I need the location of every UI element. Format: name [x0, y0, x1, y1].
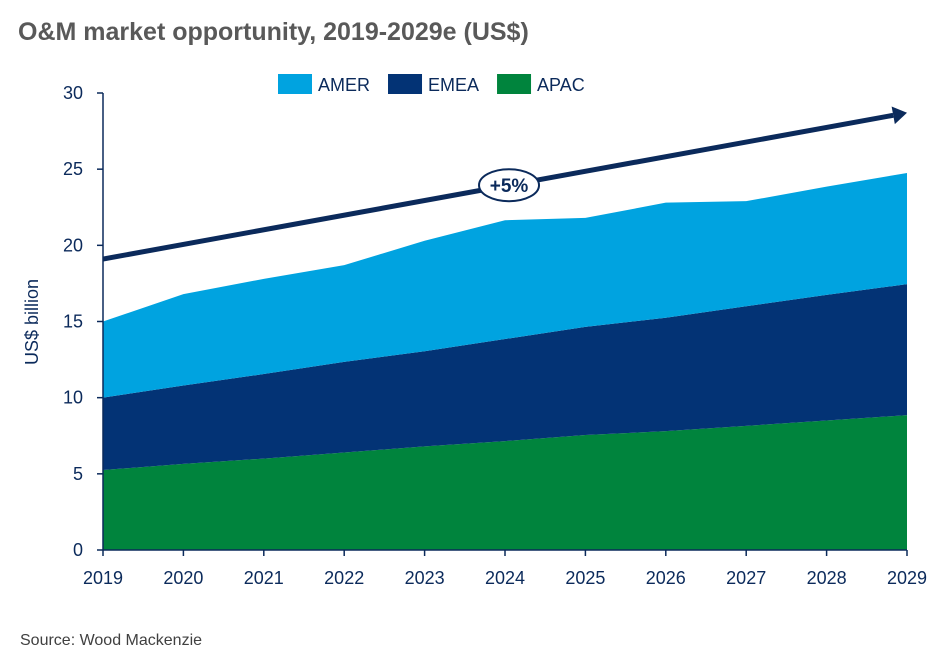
chart-title: O&M market opportunity, 2019-2029e (US$) — [18, 18, 529, 46]
y-axis-label: US$ billion — [22, 279, 42, 365]
x-tick-label: 2019 — [83, 568, 123, 588]
x-tick-label: 2020 — [163, 568, 203, 588]
legend-label-apac: APAC — [537, 75, 585, 95]
legend-swatch-apac — [497, 74, 532, 94]
area-emea — [103, 284, 907, 471]
growth-rate-badge — [478, 168, 541, 203]
x-tick-label: 2027 — [726, 568, 766, 588]
trend-arrow-head — [891, 106, 907, 125]
y-tick-label: 0 — [73, 540, 83, 560]
x-tick-label: 2026 — [646, 568, 686, 588]
y-tick-label: 30 — [63, 83, 83, 103]
x-tick-label: 2029 — [887, 568, 927, 588]
legend-swatch-emea — [388, 74, 423, 94]
x-tick-label: 2022 — [324, 568, 364, 588]
x-tick-label: 2028 — [807, 568, 847, 588]
growth-rate-label: +5% — [490, 176, 529, 197]
x-tick-label: 2025 — [565, 568, 605, 588]
x-tick-label: 2023 — [405, 568, 445, 588]
y-tick-label: 10 — [63, 388, 83, 408]
y-tick-label: 25 — [63, 159, 83, 179]
legend-label-amer: AMER — [318, 75, 370, 95]
area-apac — [103, 415, 907, 550]
y-tick-label: 20 — [63, 235, 83, 255]
y-tick-label: 15 — [63, 312, 83, 332]
x-tick-label: 2024 — [485, 568, 525, 588]
legend-label-emea: EMEA — [428, 75, 479, 95]
x-tick-label: 2021 — [244, 568, 284, 588]
area-amer — [103, 172, 907, 398]
legend-swatch-amer — [278, 74, 312, 94]
y-tick-label: 5 — [73, 464, 83, 484]
source-note: Source: Wood Mackenzie — [20, 632, 203, 649]
